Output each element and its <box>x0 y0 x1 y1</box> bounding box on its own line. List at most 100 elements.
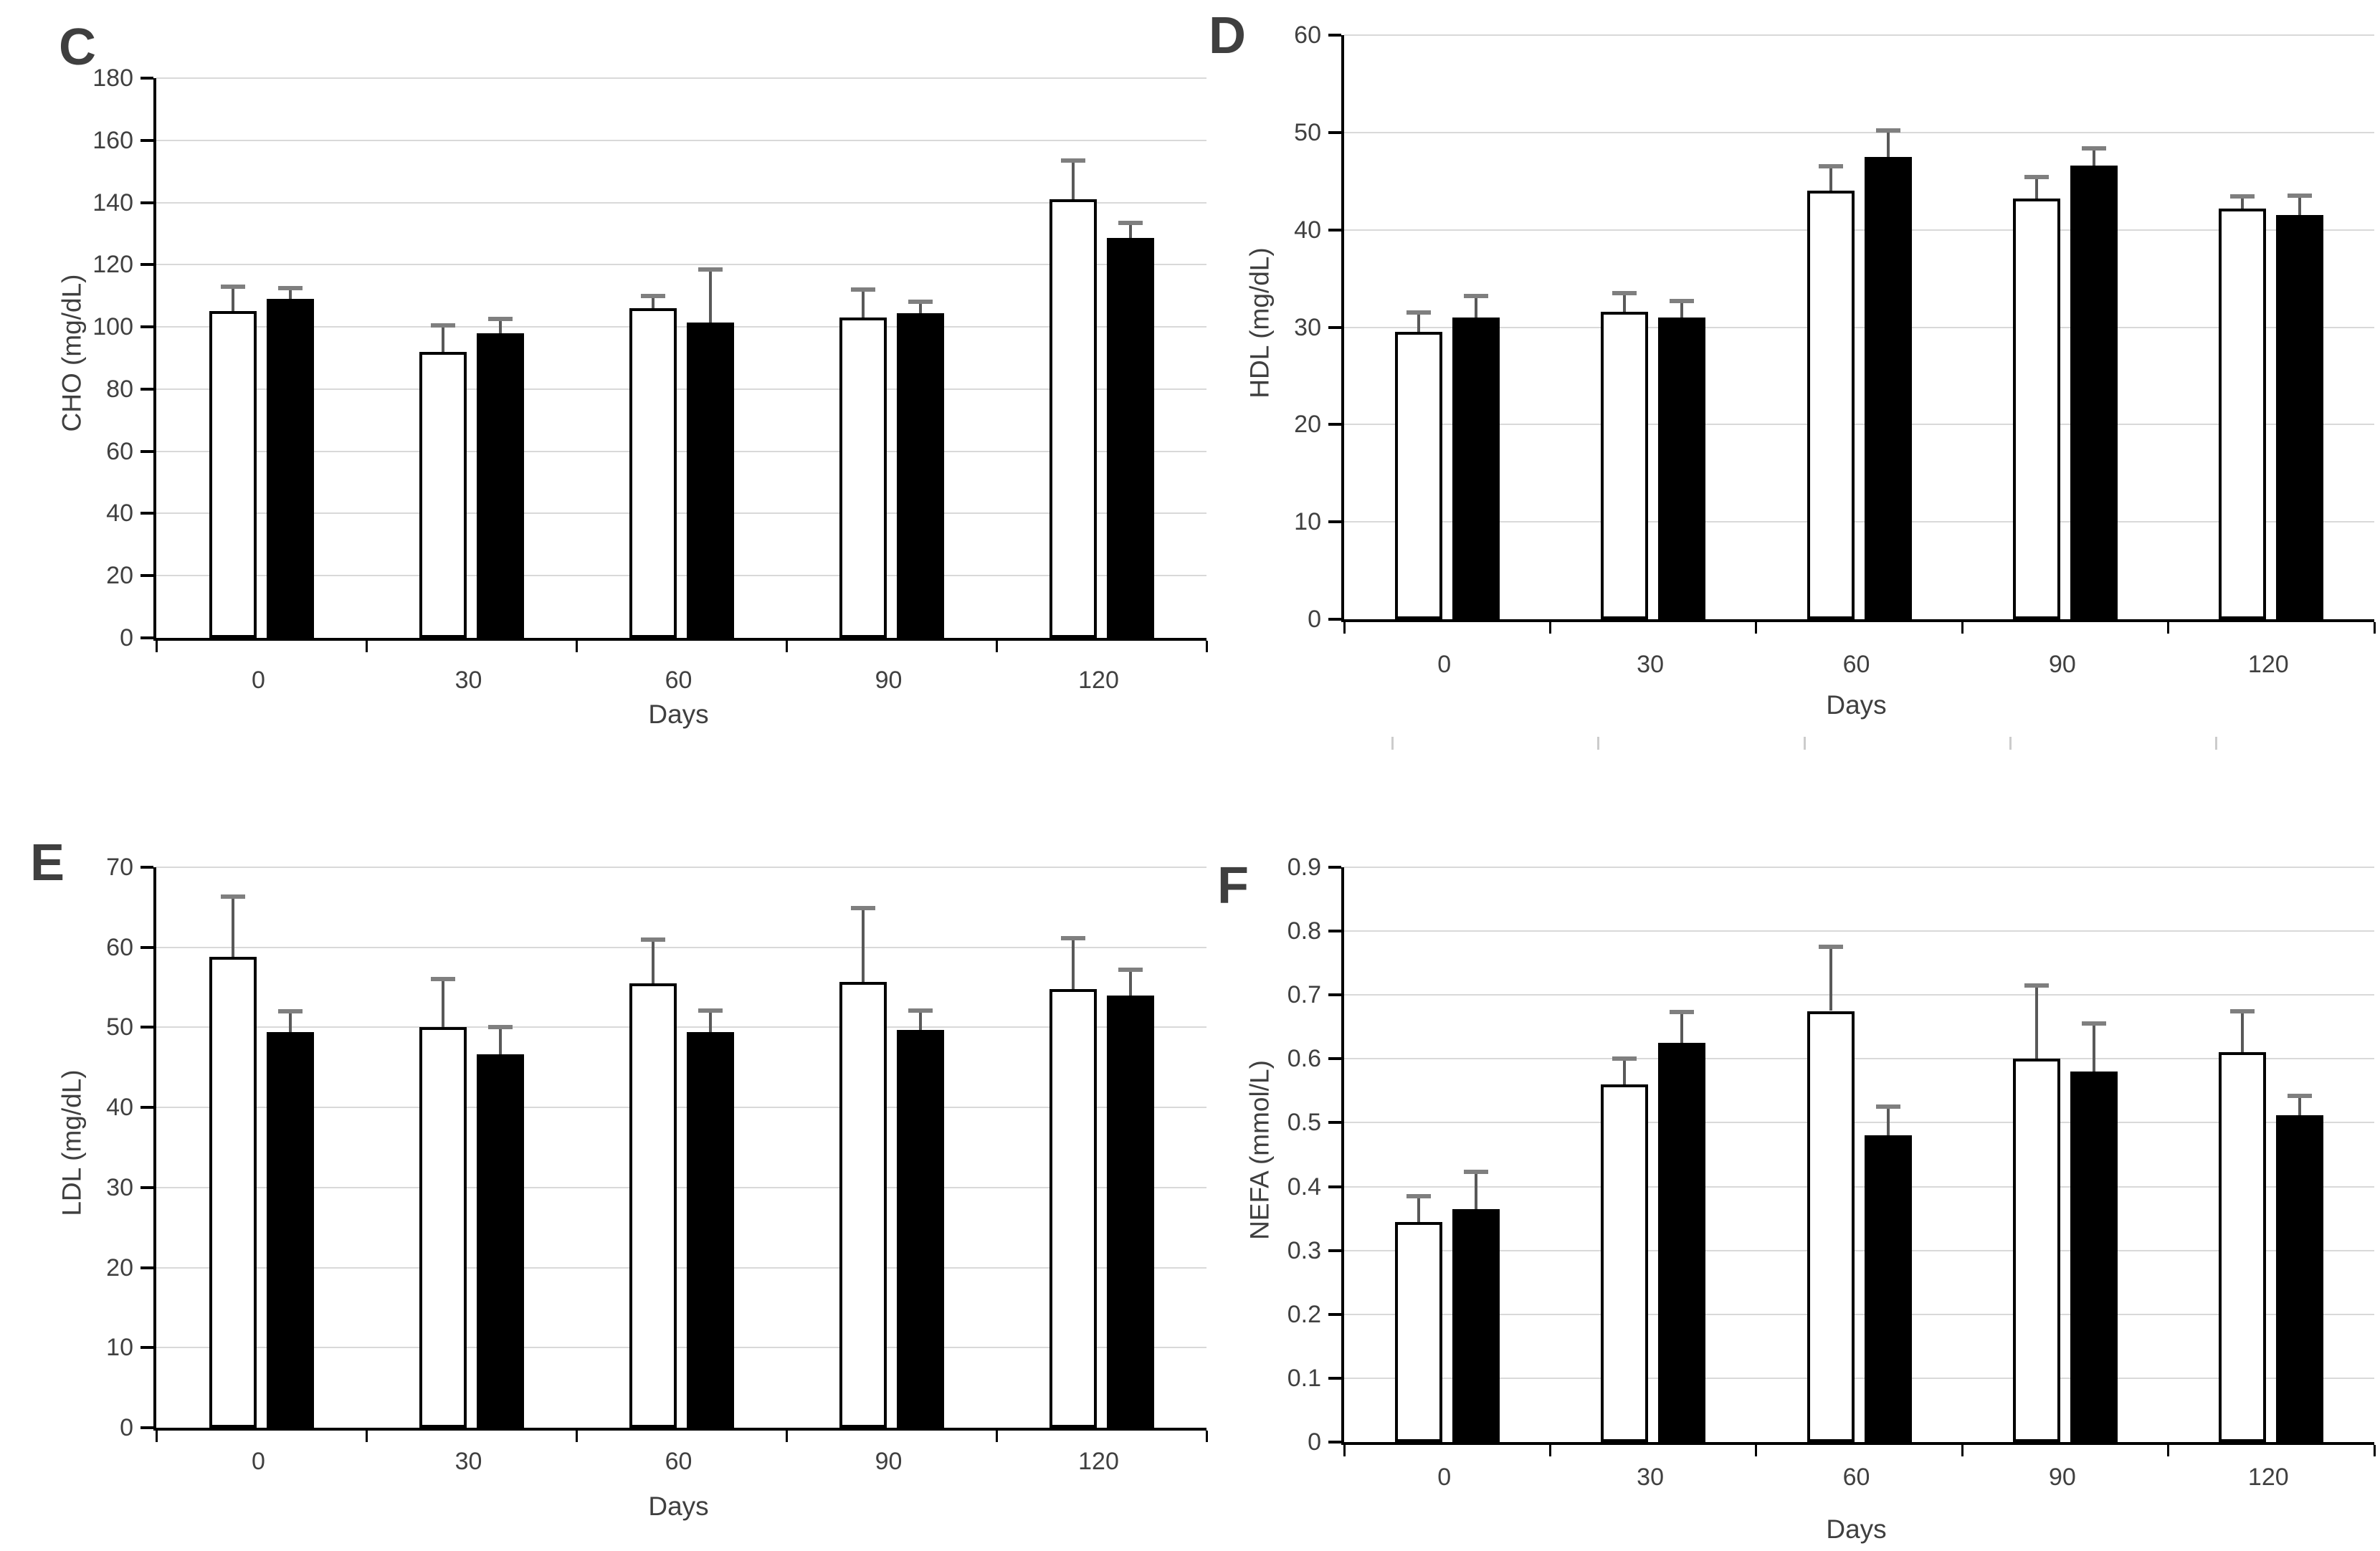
error-bar-line <box>861 290 865 318</box>
y-axis-tick <box>141 201 153 204</box>
y-axis-tick <box>141 387 153 391</box>
x-tick-label-day90: 90 <box>875 1448 903 1475</box>
y-axis-tick <box>1328 423 1341 426</box>
y-axis-tick <box>1328 1121 1341 1125</box>
panel-letter-e: E <box>30 834 65 892</box>
x-axis-tick <box>2167 1445 2170 1456</box>
y-tick-label: 0.1 <box>1287 1364 1321 1392</box>
error-bar-cap <box>220 894 245 899</box>
error-bar-cap <box>1875 1104 1900 1109</box>
x-tick-label-day120: 120 <box>2247 651 2289 678</box>
filled-bar-d-day60 <box>1864 156 1912 619</box>
x-tick-label-day30: 30 <box>454 1448 482 1475</box>
y-gridline <box>156 201 1206 204</box>
y-tick-label: 40 <box>1294 216 1321 244</box>
error-bar-line <box>918 1010 922 1030</box>
y-tick-label: 60 <box>1294 22 1321 49</box>
open-bar-e-day90 <box>839 981 887 1428</box>
filled-bar-f-day30 <box>1658 1043 1706 1442</box>
error-bar-cap <box>640 293 665 298</box>
error-bar-line <box>1417 312 1420 333</box>
filled-bar-d-day120 <box>2276 215 2324 619</box>
open-bar-c-day60 <box>629 308 677 638</box>
error-bar-line <box>2092 148 2095 166</box>
error-bar-line <box>918 302 922 313</box>
y-gridline <box>1344 994 2374 996</box>
x-tick-label-day120: 120 <box>1078 667 1119 694</box>
error-bar-line <box>651 295 654 309</box>
y-gridline <box>156 388 1206 390</box>
error-bar-line <box>1829 166 1832 191</box>
x-tick-label-day120: 120 <box>1078 1448 1119 1475</box>
y-tick-label: 20 <box>106 562 133 590</box>
y-axis-tick <box>141 77 153 80</box>
y-tick-label: 50 <box>1294 118 1321 146</box>
y-gridline <box>1344 1377 2374 1379</box>
x-axis-tick <box>1961 1445 1964 1456</box>
y-gridline <box>1344 930 2374 932</box>
x-axis-tick <box>155 1431 158 1442</box>
y-gridline <box>1344 867 2374 868</box>
error-bar-line <box>1071 938 1075 989</box>
x-axis-tick <box>2373 1445 2376 1456</box>
error-bar-cap <box>2288 1094 2313 1099</box>
y-tick-label: 140 <box>92 188 133 216</box>
open-bar-c-day30 <box>419 351 467 638</box>
open-bar-d-day90 <box>2012 199 2060 619</box>
error-bar-line <box>1886 130 1890 157</box>
y-axis-tick <box>141 945 153 949</box>
filled-bar-c-day60 <box>686 322 734 638</box>
y-tick-label: 20 <box>106 1254 133 1282</box>
x-axis-tick <box>1343 622 1346 634</box>
y-gridline <box>1344 1313 2374 1315</box>
y-tick-label: 0 <box>1308 1428 1321 1456</box>
y-tick-label: 0.7 <box>1287 981 1321 1009</box>
error-bar-line <box>1417 1196 1420 1222</box>
error-bar-cap <box>1463 1170 1488 1175</box>
filled-bar-f-day120 <box>2276 1115 2324 1442</box>
y-gridline <box>156 575 1206 577</box>
error-bar-line <box>861 907 865 982</box>
y-axis-tick <box>1328 618 1341 621</box>
filled-bar-e-day60 <box>686 1032 734 1428</box>
y-tick-label: 60 <box>106 933 133 961</box>
error-bar-line <box>288 287 292 300</box>
error-bar-cap <box>2024 983 2049 988</box>
x-axis-tick <box>1755 622 1758 634</box>
error-bar-cap <box>220 284 245 289</box>
error-bar-line <box>2034 177 2038 199</box>
filled-bar-d-day30 <box>1658 317 1706 619</box>
y-gridline <box>1344 1058 2374 1060</box>
error-bar-cap <box>1463 294 1488 299</box>
y-tick-label: 0 <box>1308 606 1321 633</box>
y-axis-tick <box>1328 1249 1341 1252</box>
x-tick-label-day120: 120 <box>2247 1464 2289 1491</box>
y-axis-tick <box>141 1346 153 1350</box>
error-bar-cap <box>2230 1008 2255 1013</box>
open-bar-e-day120 <box>1049 988 1097 1428</box>
y-gridline <box>1344 131 2374 133</box>
artifact-dash <box>2215 737 2218 750</box>
filled-bar-e-day0 <box>266 1032 314 1428</box>
x-axis-tick <box>1548 622 1551 634</box>
artifact-dash <box>1803 737 1806 750</box>
error-bar-cap <box>850 905 875 910</box>
error-bar-cap <box>1118 220 1143 225</box>
y-tick-label: 180 <box>92 65 133 92</box>
x-tick-label-day30: 30 <box>1637 651 1664 678</box>
open-bar-d-day60 <box>1807 191 1855 619</box>
open-bar-f-day90 <box>2012 1059 2060 1442</box>
error-bar-cap <box>2230 194 2255 199</box>
plot-area-f: 0 0.1 0.2 0.3 0.4 0.5 0.6 0.7 0.8 0.9 <box>1287 854 2376 1456</box>
x-axis-tick <box>1961 622 1964 634</box>
y-tick-label: 100 <box>92 313 133 341</box>
y-tick-label: 10 <box>1294 508 1321 536</box>
y-axis-tick <box>141 1266 153 1269</box>
y-axis-tick <box>1328 930 1341 933</box>
x-axis-title-days: Days <box>648 700 709 729</box>
error-bar-cap <box>1875 128 1900 133</box>
filled-bar-d-day0 <box>1452 317 1500 619</box>
open-bar-d-day30 <box>1601 311 1649 619</box>
filled-bar-d-day90 <box>2070 166 2118 619</box>
y-gridline <box>1344 1122 2374 1124</box>
